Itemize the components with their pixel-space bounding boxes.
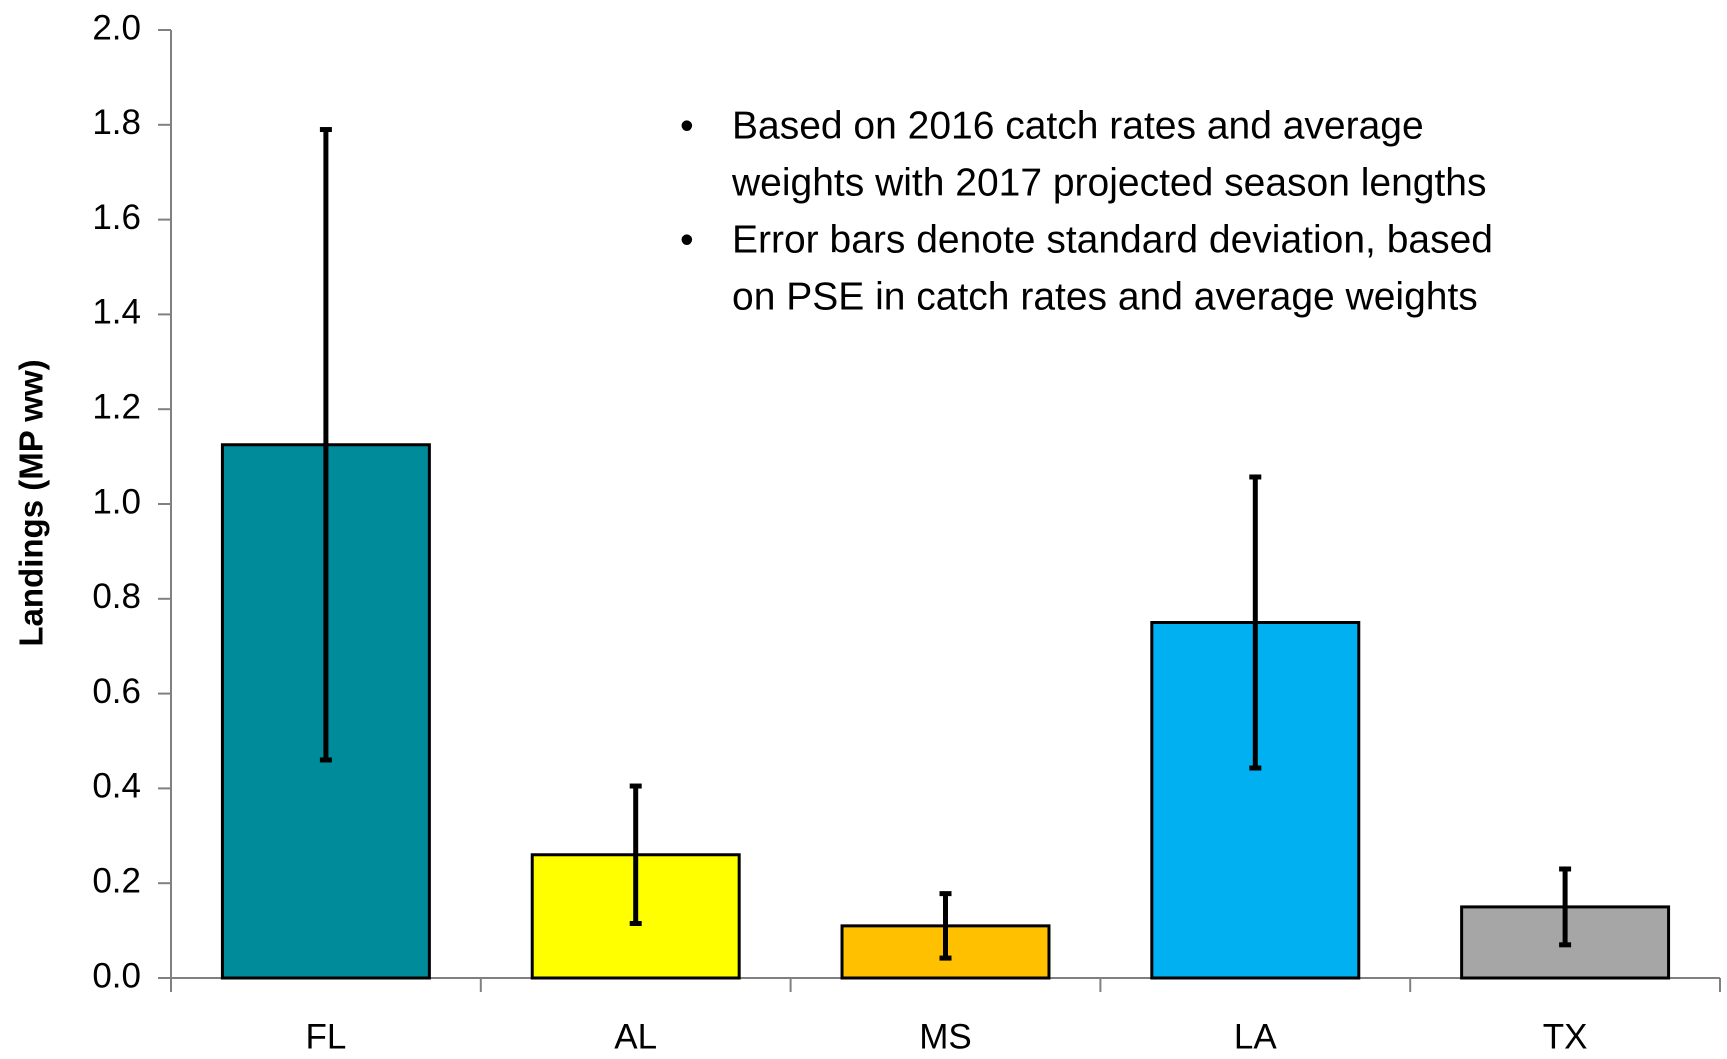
y-tick-label: 0.4 bbox=[92, 767, 141, 806]
y-tick-label: 2.0 bbox=[92, 8, 141, 47]
error-bar bbox=[1249, 474, 1262, 771]
y-tick-label: 1.0 bbox=[92, 482, 141, 521]
y-tick-label: 1.6 bbox=[92, 198, 141, 237]
y-tick-label: 0.8 bbox=[92, 577, 141, 616]
bullet: • bbox=[680, 104, 694, 147]
error-bar bbox=[939, 891, 952, 961]
error-bar bbox=[319, 127, 332, 763]
y-tick-label: 0.6 bbox=[92, 672, 141, 711]
y-tick-label: 0.2 bbox=[92, 861, 141, 900]
annotation: Error bars denote standard deviation, ba… bbox=[732, 218, 1493, 261]
x-tick-label: TX bbox=[1543, 1017, 1588, 1056]
y-tick-label: 1.4 bbox=[92, 293, 141, 332]
annotation: weights with 2017 projected season lengt… bbox=[731, 161, 1486, 204]
x-tick-label: AL bbox=[614, 1017, 657, 1056]
x-tick-label: LA bbox=[1234, 1017, 1277, 1056]
error-bar bbox=[1559, 866, 1572, 948]
error-bar bbox=[629, 783, 642, 926]
x-tick-label: MS bbox=[919, 1017, 972, 1056]
y-axis-label: Landings (MP ww) bbox=[13, 359, 50, 646]
bullet: • bbox=[680, 218, 694, 261]
y-tick-label: 1.8 bbox=[92, 103, 141, 142]
annotation: on PSE in catch rates and average weight… bbox=[732, 275, 1478, 318]
x-tick-label: FL bbox=[305, 1017, 346, 1056]
y-tick-label: 0.0 bbox=[92, 956, 141, 995]
y-tick-label: 1.2 bbox=[92, 387, 141, 426]
annotation: Based on 2016 catch rates and average bbox=[732, 104, 1424, 147]
